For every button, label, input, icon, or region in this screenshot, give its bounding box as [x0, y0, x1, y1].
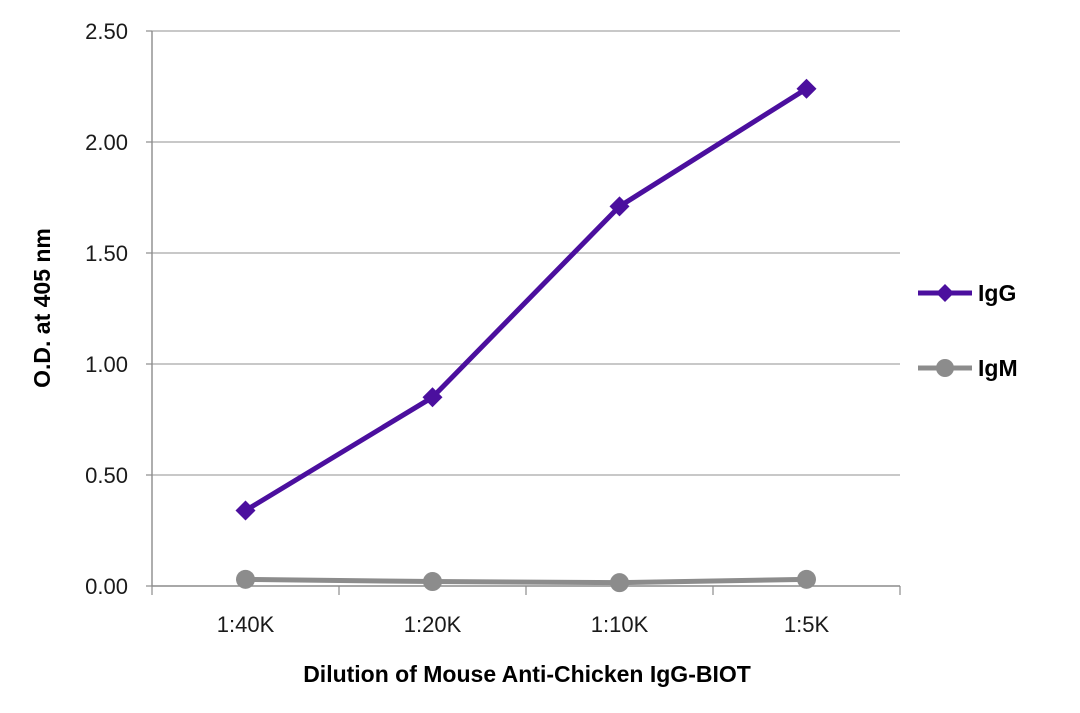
- y-tick-label: 2.00: [85, 130, 128, 155]
- series-line: [244, 86, 808, 513]
- series-igm: [236, 569, 816, 593]
- y-tick-label: 1.00: [85, 352, 128, 377]
- x-tick-label: 1:10K: [591, 612, 649, 637]
- axes: [146, 30, 901, 595]
- y-axis-title: O.D. at 405 nm: [29, 228, 55, 388]
- data-point-diamond: [796, 78, 817, 99]
- y-tick-label: 0.50: [85, 463, 128, 488]
- y-tick-label: 1.50: [85, 241, 128, 266]
- legend-item-igg: IgG: [918, 280, 1016, 306]
- y-tick-label: 0.00: [85, 574, 128, 599]
- x-axis-tick-labels: 1:40K 1:20K 1:10K 1:5K: [217, 612, 830, 637]
- x-axis-title: Dilution of Mouse Anti-Chicken IgG-BIOT: [303, 661, 751, 687]
- legend-item-igm: IgM: [918, 355, 1018, 381]
- legend-label: IgM: [978, 355, 1018, 381]
- series-line: [245, 576, 807, 586]
- legend-label: IgG: [978, 280, 1016, 306]
- legend-marker-diamond: [936, 284, 954, 302]
- data-series: [235, 78, 817, 593]
- x-tick-label: 1:40K: [217, 612, 275, 637]
- data-point-circle: [797, 569, 816, 589]
- data-point-diamond: [235, 500, 256, 521]
- series-igg: [235, 78, 817, 521]
- y-axis-tick-labels: 0.00 0.50 1.00 1.50 2.00 2.50: [85, 19, 128, 599]
- data-point-circle: [236, 569, 255, 589]
- legend-marker-circle: [936, 359, 954, 377]
- x-tick-label: 1:20K: [404, 612, 462, 637]
- data-point-circle: [423, 572, 442, 592]
- data-point-diamond: [422, 387, 443, 408]
- gridlines: [152, 30, 900, 476]
- y-tick-label: 2.50: [85, 19, 128, 44]
- data-point-circle: [610, 573, 629, 593]
- x-tick-label: 1:5K: [784, 612, 830, 637]
- data-point-diamond: [609, 196, 630, 217]
- legend: IgG IgM: [918, 280, 1018, 381]
